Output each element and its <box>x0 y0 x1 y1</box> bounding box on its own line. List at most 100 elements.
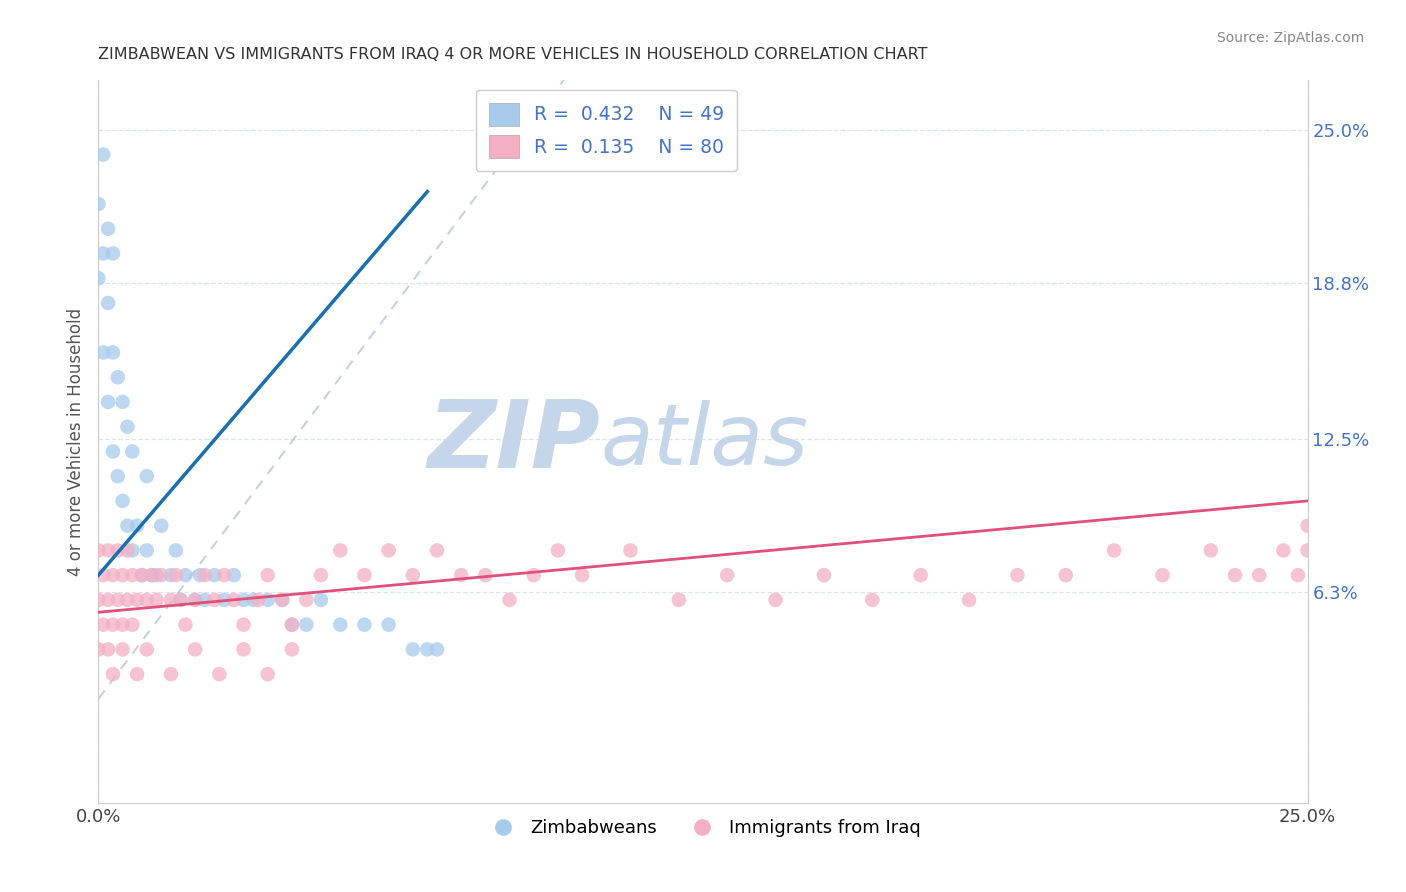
Point <box>101 617 124 632</box>
Point <box>91 147 114 161</box>
Point <box>204 593 226 607</box>
Point <box>295 617 318 632</box>
Point <box>1296 543 1319 558</box>
Point <box>117 419 139 434</box>
Point <box>222 568 245 582</box>
Point <box>111 642 134 657</box>
Point <box>121 543 143 558</box>
Point <box>232 593 254 607</box>
Point <box>222 593 245 607</box>
Point <box>117 593 139 607</box>
Point <box>619 543 641 558</box>
Point <box>127 593 149 607</box>
Point <box>87 642 110 657</box>
Point <box>208 667 231 681</box>
Point <box>127 667 149 681</box>
Point <box>145 593 167 607</box>
Point <box>194 593 217 607</box>
Point <box>135 469 157 483</box>
Point <box>160 568 183 582</box>
Point <box>169 593 191 607</box>
Point <box>160 667 183 681</box>
Point <box>101 246 124 260</box>
Text: ZIP: ZIP <box>427 395 600 488</box>
Point <box>91 568 114 582</box>
Point <box>135 593 157 607</box>
Point <box>194 568 217 582</box>
Point <box>91 246 114 260</box>
Point <box>256 667 278 681</box>
Point <box>184 593 207 607</box>
Point <box>135 642 157 657</box>
Point <box>101 444 124 458</box>
Point <box>145 568 167 582</box>
Point <box>860 593 883 607</box>
Point <box>281 642 304 657</box>
Point <box>1152 568 1174 582</box>
Point <box>204 568 226 582</box>
Point <box>1223 568 1246 582</box>
Point <box>87 271 110 285</box>
Point <box>87 593 110 607</box>
Point <box>111 568 134 582</box>
Point <box>107 370 129 384</box>
Point <box>127 518 149 533</box>
Point <box>1199 543 1222 558</box>
Point <box>150 568 173 582</box>
Point <box>111 494 134 508</box>
Point <box>165 543 187 558</box>
Point <box>91 345 114 359</box>
Point <box>813 568 835 582</box>
Point <box>957 593 980 607</box>
Point <box>271 593 294 607</box>
Point <box>150 518 173 533</box>
Point <box>1296 518 1319 533</box>
Point <box>353 617 375 632</box>
Point <box>353 568 375 582</box>
Point <box>165 568 187 582</box>
Point <box>212 593 235 607</box>
Point <box>212 568 235 582</box>
Point <box>523 568 546 582</box>
Point <box>1249 568 1271 582</box>
Point <box>121 617 143 632</box>
Point <box>87 543 110 558</box>
Point <box>188 568 211 582</box>
Point <box>174 617 197 632</box>
Point <box>111 617 134 632</box>
Point <box>256 568 278 582</box>
Point <box>174 568 197 582</box>
Point <box>1272 543 1295 558</box>
Point <box>247 593 270 607</box>
Point <box>377 617 399 632</box>
Point <box>141 568 163 582</box>
Point <box>1102 543 1125 558</box>
Point <box>107 469 129 483</box>
Point <box>329 543 352 558</box>
Point <box>329 617 352 632</box>
Point <box>309 568 332 582</box>
Point <box>232 617 254 632</box>
Point <box>169 593 191 607</box>
Text: atlas: atlas <box>600 400 808 483</box>
Point <box>571 568 593 582</box>
Point <box>474 568 496 582</box>
Point <box>281 617 304 632</box>
Point <box>184 642 207 657</box>
Point <box>111 395 134 409</box>
Point <box>242 593 264 607</box>
Point <box>716 568 738 582</box>
Point <box>160 593 183 607</box>
Point <box>1054 568 1077 582</box>
Point <box>668 593 690 607</box>
Point <box>101 568 124 582</box>
Point <box>271 593 294 607</box>
Point <box>547 543 569 558</box>
Point <box>101 345 124 359</box>
Point <box>184 593 207 607</box>
Y-axis label: 4 or more Vehicles in Household: 4 or more Vehicles in Household <box>66 308 84 575</box>
Point <box>121 568 143 582</box>
Point <box>87 197 110 211</box>
Point <box>295 593 318 607</box>
Point <box>131 568 153 582</box>
